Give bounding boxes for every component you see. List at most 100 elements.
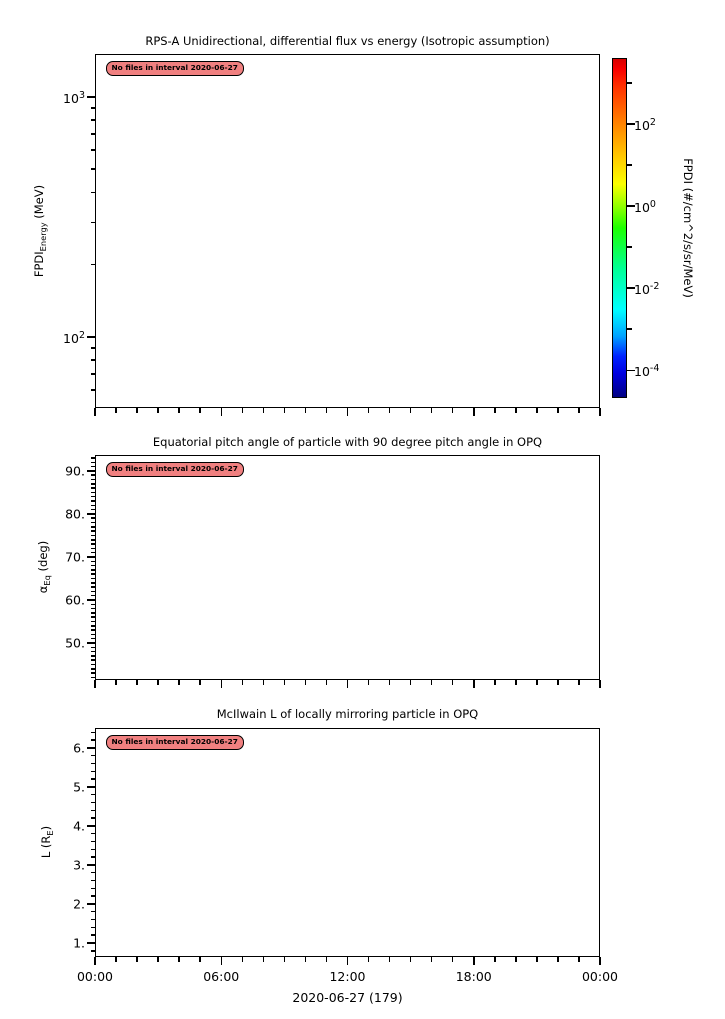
x-minor-tick [325, 680, 328, 685]
y-minor-tick [90, 573, 95, 575]
panel1-plot-area [95, 54, 600, 408]
x-minor-tick [178, 957, 180, 962]
x-minor-tick [157, 680, 159, 685]
x-minor-tick [388, 408, 391, 413]
x-major-tick [599, 957, 601, 965]
y-tick-label: 90. [65, 463, 85, 479]
x-minor-tick [536, 408, 538, 413]
y-minor-tick [90, 793, 95, 796]
x-minor-tick [409, 680, 412, 685]
y-minor-tick [90, 569, 95, 571]
y-label-text: L (R [38, 835, 53, 859]
colorbar-gradient [611, 58, 627, 398]
y-minor-tick [90, 465, 95, 468]
x-minor-tick [304, 408, 307, 413]
y-minor-tick [90, 521, 95, 524]
y-tick-label: 80. [65, 506, 85, 522]
y-minor-tick [90, 149, 95, 151]
y-major-tick [87, 825, 95, 827]
x-axis-date-label: 2020-06-27 (179) [292, 990, 403, 1005]
x-minor-tick [515, 408, 517, 413]
x-minor-tick [494, 408, 496, 413]
panel2-y-axis-label: αEq (deg) [36, 541, 52, 593]
y-minor-tick [90, 461, 95, 464]
x-minor-tick [451, 408, 454, 413]
y-minor-tick [90, 457, 95, 459]
x-minor-tick [115, 957, 117, 962]
x-minor-tick [325, 408, 328, 413]
x-minor-tick [367, 957, 370, 962]
panel1-y-axis-label: FPDIEnergy (MeV) [32, 185, 48, 277]
y-minor-tick [90, 603, 95, 606]
y-major-tick [87, 942, 95, 944]
x-minor-tick [536, 957, 538, 962]
y-minor-tick [90, 620, 95, 623]
x-minor-tick [557, 408, 559, 413]
x-minor-tick [304, 680, 307, 685]
y-minor-tick [90, 848, 95, 851]
colorbar-tick-label: 100 [634, 198, 656, 216]
y-major-tick [87, 556, 95, 558]
panel3-no-files-badge: No files in interval 2020-06-27 [105, 734, 244, 750]
y-major-tick [87, 470, 95, 472]
y-minor-tick [90, 530, 95, 532]
x-major-tick [94, 680, 96, 688]
y-minor-tick [90, 895, 95, 897]
y-label-unit: (deg) [35, 540, 50, 576]
y-major-tick [87, 786, 95, 788]
y-minor-tick [90, 676, 95, 679]
y-minor-tick [90, 347, 95, 349]
panel3-y-axis-label: L (RE) [39, 826, 55, 858]
y-minor-tick [90, 577, 95, 580]
colorbar-tick-label: 10-2 [634, 281, 660, 298]
x-major-tick [220, 957, 222, 965]
y-minor-tick [90, 551, 95, 554]
y-major-tick [87, 864, 95, 866]
y-minor-tick [90, 607, 95, 610]
y-minor-tick [90, 590, 95, 593]
x-tick-label: 18:00 [455, 969, 492, 984]
y-tick-label: 3. [73, 857, 85, 873]
x-minor-tick [430, 680, 433, 685]
y-minor-tick [90, 663, 95, 666]
x-minor-tick [178, 408, 180, 413]
y-label-subscript: E [45, 830, 56, 836]
y-minor-tick [90, 389, 95, 391]
y-minor-tick [90, 809, 95, 812]
x-minor-tick [515, 957, 517, 962]
x-minor-tick [409, 957, 412, 962]
x-minor-tick [283, 680, 286, 685]
x-minor-tick [304, 957, 307, 962]
panel2-no-files-badge: No files in interval 2020-06-27 [105, 461, 244, 477]
y-major-tick [87, 747, 95, 749]
y-tick-label: 4. [73, 818, 85, 834]
y-minor-tick [90, 778, 95, 780]
y-minor-tick [90, 517, 95, 519]
x-minor-tick [157, 957, 159, 962]
y-minor-tick [90, 504, 95, 507]
y-minor-tick [90, 508, 95, 511]
x-minor-tick [241, 408, 244, 413]
x-minor-tick [578, 957, 580, 962]
x-minor-tick [367, 408, 370, 413]
y-label-text: FPDI [31, 251, 46, 278]
colorbar-tick [627, 328, 632, 330]
y-minor-tick [90, 840, 95, 843]
y-tick-label: 50. [65, 635, 85, 651]
x-minor-tick [325, 957, 328, 962]
x-minor-tick [451, 957, 454, 962]
colorbar-tick [627, 164, 632, 166]
colorbar-tick [627, 123, 635, 125]
y-minor-tick [90, 934, 95, 936]
y-minor-tick [90, 526, 95, 528]
y-minor-tick [90, 534, 95, 537]
colorbar-tick [627, 82, 632, 84]
y-minor-tick [90, 650, 95, 653]
x-minor-tick [430, 408, 433, 413]
y-minor-tick [90, 373, 95, 375]
x-minor-tick [199, 957, 201, 962]
x-minor-tick [241, 957, 244, 962]
x-major-tick [599, 680, 601, 688]
y-tick-label: 60. [65, 592, 85, 608]
